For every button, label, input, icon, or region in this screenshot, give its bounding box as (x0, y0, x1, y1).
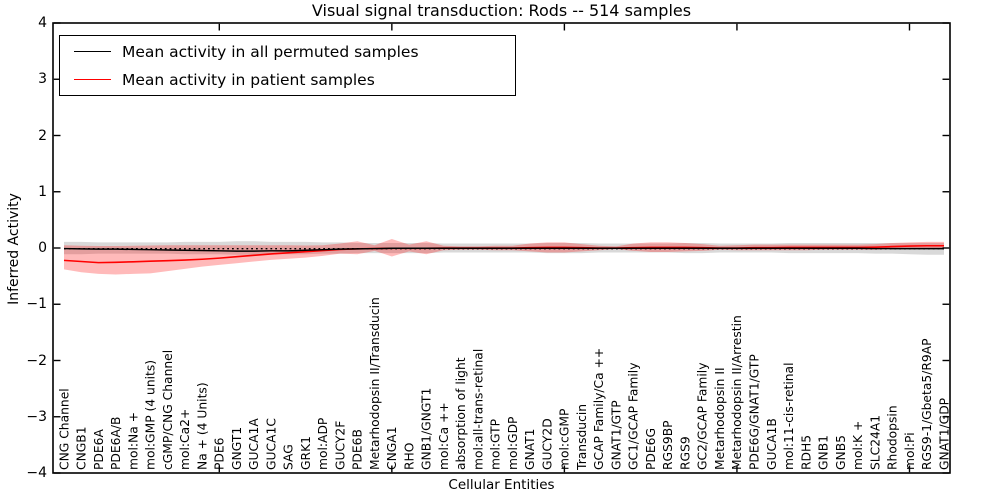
legend: Mean activity in all permuted samples Mea… (59, 35, 516, 96)
x-tick-label: GNAT1 (523, 428, 537, 470)
x-tick-label: PDE6B (351, 429, 365, 470)
y-tick-label: −3 (26, 408, 47, 425)
x-tick-label: mol:GDP (506, 417, 520, 470)
y-tick-label: 3 (38, 71, 47, 88)
x-axis-label: Cellular Entities (448, 477, 555, 493)
x-tick-label: RGS9 (678, 436, 692, 470)
x-tick-label: RHO (402, 443, 416, 470)
x-tick-label: GNAT1/GTP (609, 400, 623, 470)
x-tick-label: GNAT1/GDP (937, 398, 951, 470)
x-tick-label: PDE6A (92, 429, 106, 470)
y-tick-label: 4 (38, 15, 47, 31)
x-tick-label: GC1/GCAP Family (627, 362, 641, 470)
x-tick-label: mol:K + (851, 421, 865, 470)
y-tick-label: 0 (38, 240, 47, 256)
x-tick-label: GUCA1B (765, 418, 779, 470)
x-tick-label: GCAP Family/Ca ++ (592, 348, 606, 470)
legend-entry: Mean activity in all permuted samples (60, 39, 515, 64)
mean-activity-in-all-permuted-samples-line (63, 247, 944, 252)
x-tick-label: RGS9BP (661, 420, 675, 470)
x-tick-label: Metarhodopsin II/Transducin (368, 297, 382, 470)
x-tick-label: Metarhodopsin II/Arrestin (730, 315, 744, 470)
x-tick-label: mol:Na + (126, 412, 140, 470)
x-tick-label: GUCY2D (540, 418, 554, 470)
y-tick-label: 1 (38, 183, 47, 200)
x-tick-label: GNGT1 (230, 427, 244, 470)
x-tick-label: mol:ADP (316, 418, 330, 470)
x-tick-label: GUCY2F (333, 421, 347, 470)
x-tick-label: CNGA1 (385, 426, 399, 470)
y-tick-label: −1 (26, 296, 47, 313)
x-tick-label: mol:Pi (903, 432, 917, 470)
legend-label: Mean activity in all permuted samples (122, 42, 419, 61)
x-tick-label: GNB1/GNGT1 (420, 388, 434, 470)
x-tick-label: mol:GMP (4 units) (144, 360, 158, 470)
y-tick-label: −4 (26, 465, 47, 481)
x-tick-label: RGS9-1/Gbeta5/R9AP (920, 338, 934, 470)
x-tick-label: CNG Channel (57, 388, 71, 470)
x-tick-label: mol:cGMP (558, 409, 572, 470)
legend-line-sample (74, 51, 111, 52)
x-tick-label: mol:Ca2+ (178, 409, 192, 470)
x-tick-label: mol:Ca ++ (437, 402, 451, 470)
x-tick-label: absorption of light (454, 357, 468, 470)
x-tick-label: PDE6A/B (109, 417, 123, 470)
x-tick-label: RDH5 (799, 435, 813, 470)
x-tick-label: PDE6G/GNAT1/GTP (747, 354, 761, 470)
x-tick-label: GC2/GCAP Family (696, 362, 710, 470)
legend-label: Mean activity in patient samples (122, 70, 375, 89)
x-tick-label: Rhodopsin (886, 405, 900, 470)
x-tick-label: CNGB1 (75, 426, 89, 470)
x-tick-label: GNB1 (817, 435, 831, 470)
y-tick-label: 2 (38, 127, 47, 144)
legend-line-sample (74, 79, 111, 80)
axes-frame (52, 22, 951, 474)
x-tick-label: Na + (4 Units) (195, 382, 209, 470)
x-tick-label: SAG (282, 444, 296, 470)
x-tick-label: PDE6G (644, 428, 658, 470)
chart-title: Visual signal transduction: Rods -- 514 … (311, 1, 692, 20)
x-tick-label: PDE6 (213, 437, 227, 470)
x-tick-label: cGMP/CNG Channel (161, 350, 175, 470)
x-tick-label: mol:all-trans-retinal (471, 349, 485, 470)
x-tick-label: GRK1 (299, 436, 313, 470)
x-tick-label: Transducin (575, 404, 589, 471)
x-tick-label: GUCA1A (247, 418, 261, 470)
legend-entry: Mean activity in patient samples (60, 67, 515, 92)
y-tick-label: −2 (26, 352, 47, 369)
x-tick-label: mol:11-cis-retinal (782, 362, 796, 470)
x-tick-label: GNB5 (834, 435, 848, 470)
x-tick-label: mol:GTP (489, 419, 503, 470)
x-tick-label: Metarhodopsin II (713, 367, 727, 470)
x-tick-label: SLC24A1 (868, 415, 882, 470)
x-tick-label: GUCA1C (264, 418, 278, 470)
